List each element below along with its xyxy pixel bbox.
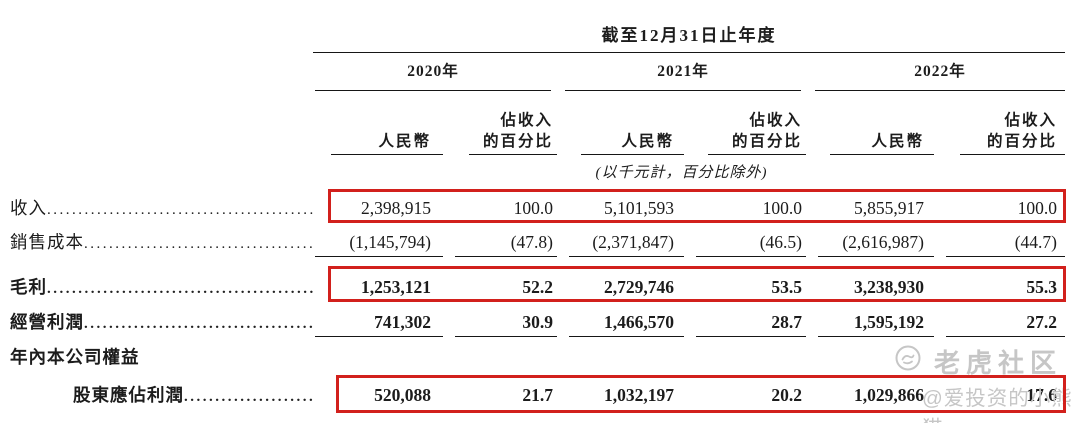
- rule-line: [455, 336, 557, 337]
- rule-line: [946, 256, 1065, 257]
- column-header-underlines: [315, 154, 1065, 155]
- cell-gp-2021-rmb: 2,729,746: [604, 277, 674, 297]
- cell-pat-2021-rmb: 1,032,197: [604, 385, 674, 405]
- leader-dots: [84, 233, 315, 255]
- cell-gp-2020-rmb: 1,253,121: [361, 277, 431, 297]
- rule-line: [946, 336, 1065, 337]
- row-label-box: 收入: [10, 197, 315, 221]
- row-label: 股東應佔利潤: [73, 385, 184, 405]
- cell-revenue-2020-pct: 100.0: [513, 198, 553, 218]
- cell-op-2020-pct: 30.9: [522, 312, 553, 332]
- tiger-logo-icon: [895, 345, 921, 371]
- cell-cos-2022-rmb: (2,616,987): [842, 232, 924, 252]
- cell-pat-2022-pct: 17.6: [1026, 385, 1057, 405]
- rule-line-top: [313, 52, 1065, 53]
- row-label-box: 年內本公司權益: [10, 346, 315, 368]
- row-label-box: 毛利: [10, 276, 315, 300]
- cell-op-2021-rmb: 1,466,570: [604, 312, 674, 332]
- leader-dots: [84, 313, 315, 335]
- rule-line: [469, 154, 557, 155]
- cell-gp-2022-rmb: 3,238,930: [854, 277, 924, 297]
- cell-revenue-2022-rmb: 5,855,917: [854, 198, 924, 218]
- cell-cos-2021-pct: (46.5): [759, 232, 802, 252]
- table-row-gross-profit: 毛利 1,253,121 52.2 2,729,746 53.5 3,238,9…: [10, 276, 1066, 300]
- highlight-box-revenue: [328, 189, 1066, 223]
- period-header: 截至12月31日止年度: [601, 26, 777, 45]
- leader-dots: [47, 199, 315, 221]
- year-header-2022: 2022年: [815, 62, 1065, 91]
- rule-line: [569, 256, 684, 257]
- col-header-pct-2022: 佔收入 的百分比: [986, 112, 1057, 150]
- table-row-cost-of-sales: 銷售成本 (1,145,794) (47.8) (2,371,847) (46.…: [10, 231, 1066, 255]
- watermark-author: @爱投资的小熊猫: [922, 387, 1073, 423]
- leader-dots: [47, 278, 315, 300]
- year-header-2020: 2020年: [315, 62, 551, 91]
- column-header-row: 人民幣 佔收入 的百分比 人民幣 佔收入 的百分比 人民幣 佔收入 的百分比: [315, 98, 1065, 152]
- cell-cos-2020-rmb: (1,145,794): [349, 232, 431, 252]
- cell-cos-2022-pct: (44.7): [1014, 232, 1057, 252]
- cell-revenue-2020-rmb: 2,398,915: [361, 198, 431, 218]
- row-label: 銷售成本: [10, 232, 84, 252]
- cell-gp-2021-pct: 53.5: [771, 277, 802, 297]
- rule-line: [960, 154, 1065, 155]
- subtotal-rule-row: [315, 336, 1065, 337]
- cell-pat-2020-rmb: 520,088: [374, 385, 431, 405]
- table-row-revenue: 收入 2,398,915 100.0 5,101,593 100.0 5,855…: [10, 197, 1066, 221]
- cell-cos-2020-pct: (47.8): [510, 232, 553, 252]
- rule-line: [696, 336, 806, 337]
- rule-line: [818, 256, 934, 257]
- highlight-box-profit-attributable: [336, 375, 1066, 413]
- unit-note: (以千元計，百分比除外): [595, 165, 768, 181]
- rule-line: [581, 154, 684, 155]
- rule-line: [315, 336, 443, 337]
- row-label: 收入: [10, 198, 47, 218]
- subtotal-rule-row: [315, 256, 1065, 257]
- rule-line: [315, 256, 443, 257]
- cell-cos-2021-rmb: (2,371,847): [592, 232, 674, 252]
- cell-revenue-2021-pct: 100.0: [762, 198, 802, 218]
- cell-op-2022-rmb: 1,595,192: [854, 312, 924, 332]
- row-label: 年內本公司權益: [10, 347, 140, 367]
- table-row-operating-profit: 經營利潤 741,302 30.9 1,466,570 28.7 1,595,1…: [10, 311, 1066, 335]
- cell-revenue-2021-rmb: 5,101,593: [604, 198, 674, 218]
- cell-pat-2020-pct: 21.7: [522, 385, 553, 405]
- cell-op-2021-pct: 28.7: [771, 312, 802, 332]
- rule-line: [569, 336, 684, 337]
- col-header-pct-2021: 佔收入 的百分比: [731, 112, 802, 150]
- col-header-pct-2020: 佔收入 的百分比: [482, 112, 553, 150]
- cell-op-2020-rmb: 741,302: [374, 312, 431, 332]
- watermark-brand: 老虎社区: [934, 348, 1063, 378]
- col-header-rmb-2022: 人民幣: [871, 133, 924, 150]
- cell-op-2022-pct: 27.2: [1026, 312, 1057, 332]
- rule-line: [830, 154, 934, 155]
- rule-line: [818, 336, 934, 337]
- col-header-rmb-2020: 人民幣: [378, 133, 431, 150]
- row-label: 毛利: [10, 277, 47, 297]
- table-row-profit-attributable: 股東應佔利潤 520,088 21.7 1,032,197 20.2 1,029…: [10, 384, 1066, 408]
- year-header-row: 2020年 2021年 2022年: [315, 62, 1065, 91]
- cell-gp-2022-pct: 55.3: [1026, 277, 1057, 297]
- row-label-box: 股東應佔利潤: [10, 384, 315, 408]
- row-label: 經營利潤: [10, 312, 84, 332]
- row-label-box: 經營利潤: [10, 311, 315, 335]
- rule-line: [708, 154, 806, 155]
- leader-dots: [184, 386, 315, 408]
- cell-gp-2020-pct: 52.2: [522, 277, 553, 297]
- rule-line: [331, 154, 443, 155]
- cell-revenue-2022-pct: 100.0: [1017, 198, 1057, 218]
- year-header-2021: 2021年: [565, 62, 801, 91]
- table-row-equity-caption: 年內本公司權益: [10, 346, 1066, 370]
- rule-line: [696, 256, 806, 257]
- cell-pat-2021-pct: 20.2: [771, 385, 802, 405]
- highlight-box-gross-profit: [328, 266, 1066, 302]
- col-header-rmb-2021: 人民幣: [621, 133, 674, 150]
- row-label-box: 銷售成本: [10, 231, 315, 255]
- cell-pat-2022-rmb: 1,029,866: [854, 385, 924, 405]
- rule-line: [455, 256, 557, 257]
